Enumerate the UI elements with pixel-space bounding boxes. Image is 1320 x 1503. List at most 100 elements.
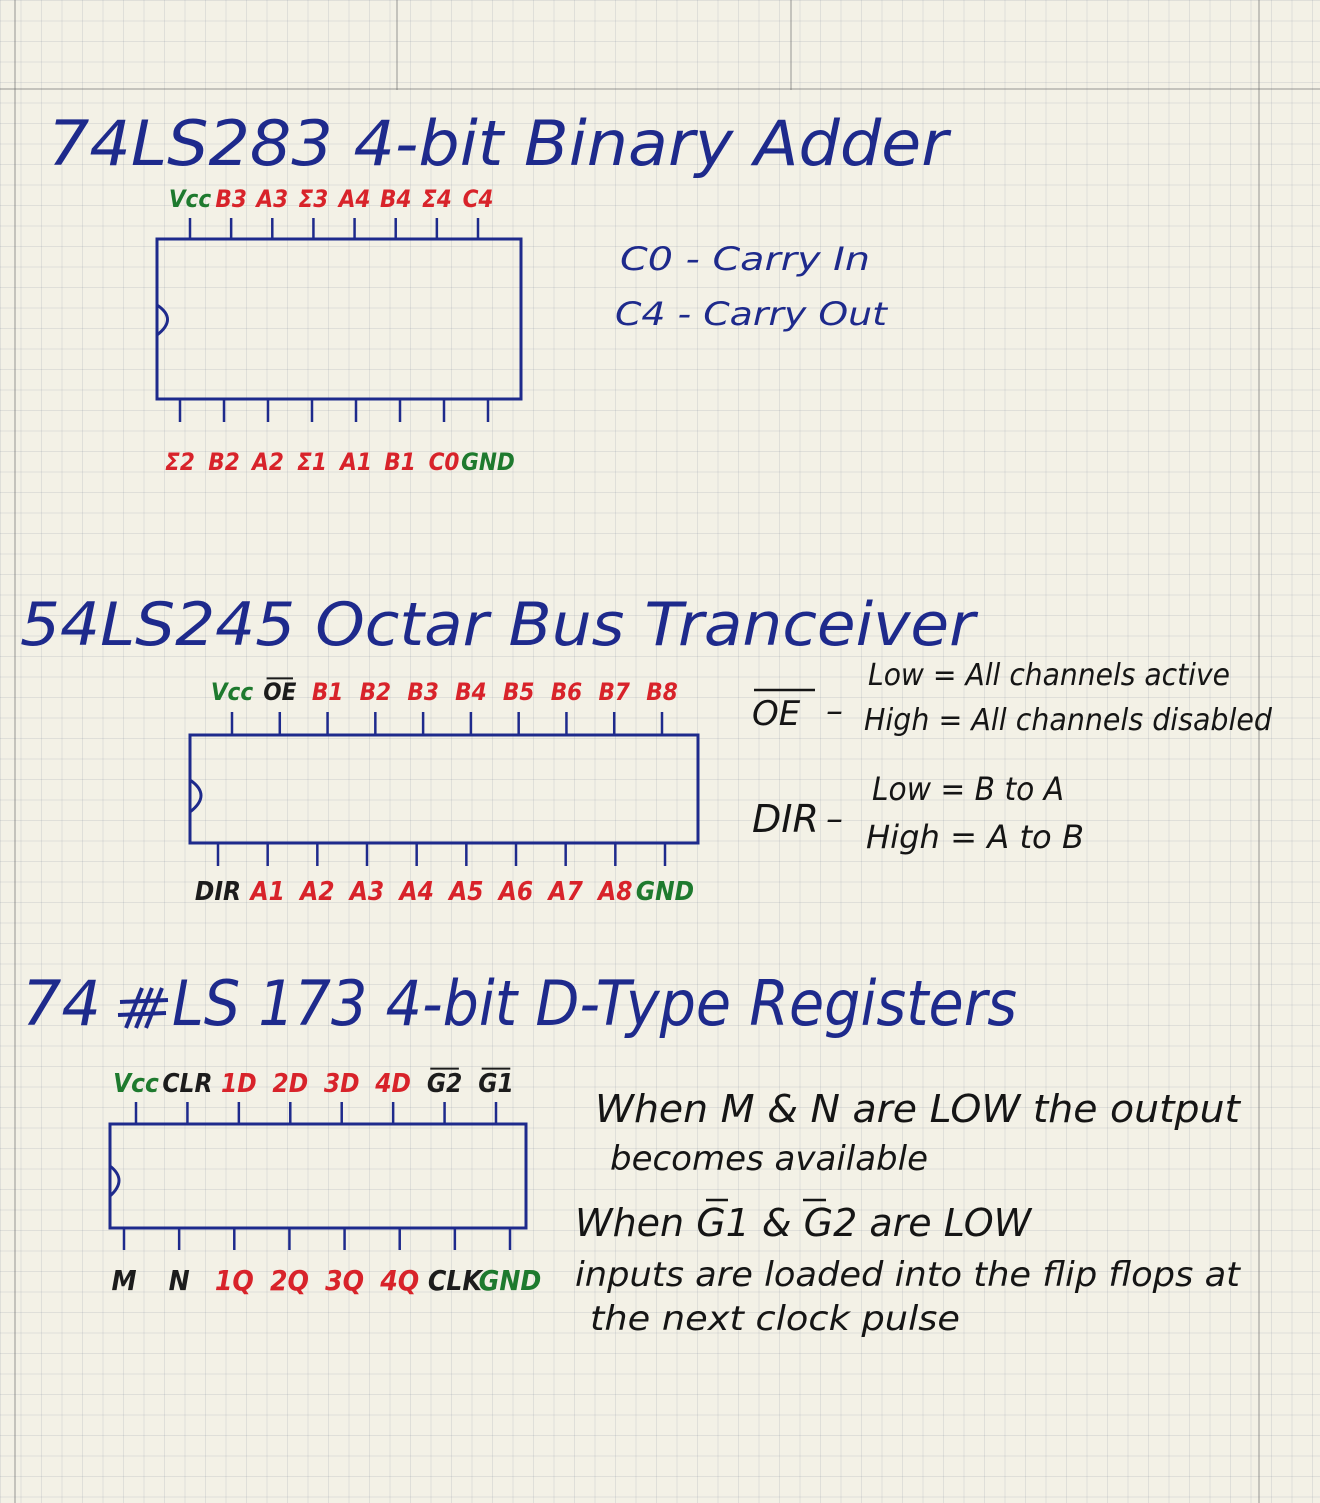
paper-fold-vertical-4 [1258,0,1260,1503]
top-pin-label-vcc-1: Vcc [211,678,254,706]
bottom-pin-label-a2-3: A2 [250,448,284,476]
top-pin-label-b6-8: B6 [551,678,582,706]
top-pin-label-clr-2: CLR [162,1069,212,1099]
top-pin-label-b2-4: B2 [360,678,391,706]
pin1-notch [156,303,169,337]
dir-note-low: Low = B to A [872,770,1064,808]
top-pin-label-b8-10: B8 [646,678,677,706]
paper-fold-horizontal [0,88,1320,90]
dir-note-label: DIR [752,797,819,841]
bottom-pin-label-b1-6: B1 [384,448,415,476]
oe-note: OE – Low = All channels active High = Al… [752,658,1273,738]
top-pin-label-oe-2: OE [263,678,296,706]
top-pin-label-b3-5: B3 [407,678,438,706]
chip-body [155,237,523,401]
bottom-pin-label-3q-5: 3Q [325,1264,364,1297]
oe-note-dash: – [826,691,843,731]
scribble-mark [117,987,169,1029]
chip-body [188,733,700,845]
paper-fold-vertical-1 [14,0,16,1503]
top-pin-label-1d-3: 1D [221,1069,257,1099]
paper-fold-vertical-2 [396,0,398,90]
note-carry-in: C0 - Carry In [620,240,870,278]
top-pin-label-c4-8: C4 [463,185,494,213]
bottom-pin-label-1q-3: 1Q [215,1264,254,1297]
bottom-pin-label-b2-2: B2 [208,448,239,476]
oe-note-label: OE [752,694,801,734]
bottom-pin-label-a2-3: A2 [298,877,334,907]
note-line-3-g1: G1 [696,1201,750,1245]
top-pin-label-3-4: Σ3 [299,185,329,213]
bottom-pin-label-4q-6: 4Q [379,1264,419,1297]
bottom-pin-label-gnd-8: GND [479,1264,542,1297]
top-pin-label-b1-3: B1 [312,678,343,706]
bottom-pin-label-clk-7: CLK [428,1264,485,1297]
bottom-pin-label-m-1: M [111,1264,136,1297]
top-pin-labels: Vcc OE B1 B2 B3 B4 B5 B6 B7 B8 [211,677,678,706]
bottom-pin-label-n-2: N [169,1264,190,1297]
note-carry-out: C4 - Carry Out [615,295,889,333]
top-pin-label-b4-6: B4 [380,185,411,213]
register-notes: When M & N are LOW the output becomes av… [575,1087,1242,1339]
top-pin-label-g1-8: G1 [478,1069,513,1099]
top-pin-labels: Vcc B3 A3 Σ3 A4 B4 Σ4 C4 [169,185,494,213]
dir-note-high: High = A to B [866,818,1084,856]
bottom-pin-label-a4-5: A4 [397,877,433,907]
note-line-3-a: When [575,1201,696,1245]
bottom-pin-label-a1-5: A1 [338,448,372,476]
chip-title-54ls245: 54LS245 Octar Bus Tranceiver [20,590,978,660]
chip-title-74ls283: 74LS283 4-bit Binary Adder [48,107,952,180]
chip-body [108,1122,528,1230]
bottom-pin-label-2-1: Σ2 [165,448,195,476]
chip-54ls245: 54LS245 Octar Bus Tranceiver Vcc OE B1 B2 B3… [20,590,1273,907]
top-pin-label-vcc-1: Vcc [169,185,212,213]
top-pin-labels: Vcc CLR 1D 2D 3D 4D G2 G1 [113,1067,514,1099]
top-pin-label-a3-3: A3 [254,185,288,213]
pin1-notch [108,1164,121,1198]
bottom-pin-label-c0-7: C0 [429,448,460,476]
bottom-pin-label-1-4: Σ1 [297,448,327,476]
chip-74ls283: 74LS283 4-bit Binary Adder Vcc B3 A3 Σ3 A4 B4… [48,107,952,476]
chip-title-prefix: 74 [22,967,101,1040]
bottom-pin-label-dir-1: DIR [195,877,241,907]
top-pin-label-b4-6: B4 [455,678,486,706]
chip-74ls173: 74 LS 173 4-bit D-Type Registers Vcc CLR 1… [22,967,1242,1339]
bottom-pin-label-a7-8: A7 [546,877,583,907]
bottom-pin-label-a8-9: A8 [596,877,632,907]
bottom-pin-ticks [122,1228,512,1250]
bottom-pin-ticks [216,843,667,866]
top-pin-label-4d-6: 4D [374,1069,411,1099]
note-line-5: the next clock pulse [590,1299,960,1339]
bottom-pin-label-a6-7: A6 [497,877,533,907]
note-line-3-g2: G2 [804,1201,858,1245]
oe-note-high: High = All channels disabled [864,703,1273,738]
top-pin-ticks [188,218,480,239]
bottom-pin-label-2q-4: 2Q [270,1264,309,1297]
top-pin-label-b3-2: B3 [215,185,246,213]
bottom-pin-labels: DIR A1 A2 A3 A4 A5 A6 A7 A8 GND [195,877,694,907]
top-pin-ticks [134,1102,498,1124]
top-pin-label-a4-5: A4 [337,185,371,213]
note-line-3: When G1 & G2 are LOW [575,1201,1033,1245]
note-line-2: becomes available [610,1139,928,1179]
oe-note-low: Low = All channels active [868,658,1230,693]
top-pin-label-4-7: Σ4 [422,185,452,213]
top-pin-label-vcc-1: Vcc [113,1069,159,1099]
top-pin-ticks [230,712,664,735]
note-line-4: inputs are loaded into the flip flops at [575,1255,1242,1295]
paper-fold-vertical-3 [790,0,792,90]
bottom-pin-label-a1-2: A1 [248,877,284,907]
top-pin-label-2d-4: 2D [272,1069,308,1099]
bottom-pin-label-gnd-10: GND [636,877,694,907]
bottom-pin-labels: Σ2 B2 A2 Σ1 A1 B1 C0 GND [165,448,515,476]
top-pin-label-b7-9: B7 [598,678,629,706]
chip-title-74ls173: LS 173 4-bit D-Type Registers [172,967,1017,1040]
top-pin-label-b5-7: B5 [503,678,534,706]
top-pin-label-g2-7: G2 [427,1069,462,1099]
bottom-pin-label-gnd-8: GND [461,448,515,476]
note-line-1: When M & N are LOW the output [595,1087,1242,1131]
pin1-notch [189,778,203,814]
bottom-pin-label-a5-6: A5 [447,877,483,907]
